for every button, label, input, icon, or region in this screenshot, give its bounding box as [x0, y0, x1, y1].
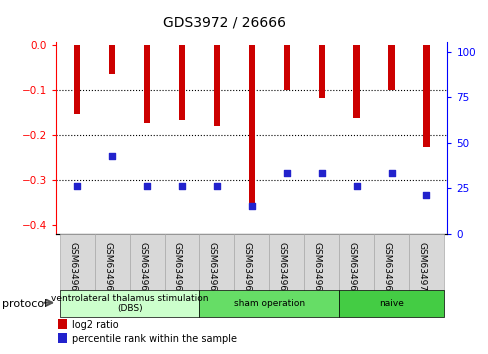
Bar — [283, 45, 289, 90]
Text: log2 ratio: log2 ratio — [72, 320, 119, 330]
FancyBboxPatch shape — [199, 234, 234, 292]
FancyBboxPatch shape — [60, 290, 199, 317]
Text: GSM634965: GSM634965 — [243, 242, 251, 297]
Point — [352, 184, 360, 189]
FancyBboxPatch shape — [304, 234, 339, 292]
Bar — [387, 45, 394, 90]
FancyBboxPatch shape — [95, 234, 129, 292]
Point — [317, 170, 325, 176]
Bar — [58, 319, 67, 329]
Point — [108, 153, 116, 159]
FancyBboxPatch shape — [129, 234, 164, 292]
Bar — [109, 45, 115, 74]
FancyBboxPatch shape — [339, 290, 443, 317]
Text: GSM634970: GSM634970 — [417, 242, 426, 297]
Point — [422, 193, 429, 198]
Bar — [423, 45, 429, 147]
Text: protocol: protocol — [2, 299, 48, 309]
Text: GSM634969: GSM634969 — [382, 242, 391, 297]
Bar — [74, 45, 80, 114]
Bar — [58, 333, 67, 343]
FancyBboxPatch shape — [60, 234, 95, 292]
Point — [178, 184, 185, 189]
Point — [387, 170, 395, 176]
Bar — [213, 45, 220, 126]
Point — [143, 184, 151, 189]
Bar — [179, 45, 185, 120]
Text: GDS3972 / 26666: GDS3972 / 26666 — [163, 16, 286, 30]
Text: GSM634961: GSM634961 — [103, 242, 112, 297]
Bar — [353, 45, 359, 118]
Text: GSM634964: GSM634964 — [207, 242, 217, 297]
FancyBboxPatch shape — [234, 234, 269, 292]
Point — [213, 184, 221, 189]
FancyBboxPatch shape — [339, 234, 373, 292]
Text: GSM634967: GSM634967 — [312, 242, 321, 297]
Text: GSM634968: GSM634968 — [347, 242, 356, 297]
Text: ventrolateral thalamus stimulation
(DBS): ventrolateral thalamus stimulation (DBS) — [51, 294, 208, 313]
FancyBboxPatch shape — [269, 234, 304, 292]
Point — [247, 203, 255, 209]
Text: GSM634966: GSM634966 — [277, 242, 286, 297]
FancyBboxPatch shape — [408, 234, 443, 292]
FancyBboxPatch shape — [199, 290, 339, 317]
Bar — [248, 45, 254, 204]
Bar — [143, 45, 150, 124]
Text: sham operation: sham operation — [233, 299, 304, 308]
Text: GSM634963: GSM634963 — [173, 242, 182, 297]
Text: GSM634960: GSM634960 — [68, 242, 77, 297]
FancyBboxPatch shape — [373, 234, 408, 292]
FancyBboxPatch shape — [164, 234, 199, 292]
Text: GSM634962: GSM634962 — [138, 242, 147, 297]
Point — [282, 170, 290, 176]
Text: percentile rank within the sample: percentile rank within the sample — [72, 335, 237, 344]
Text: naive: naive — [378, 299, 403, 308]
Point — [73, 184, 81, 189]
Bar — [318, 45, 324, 98]
